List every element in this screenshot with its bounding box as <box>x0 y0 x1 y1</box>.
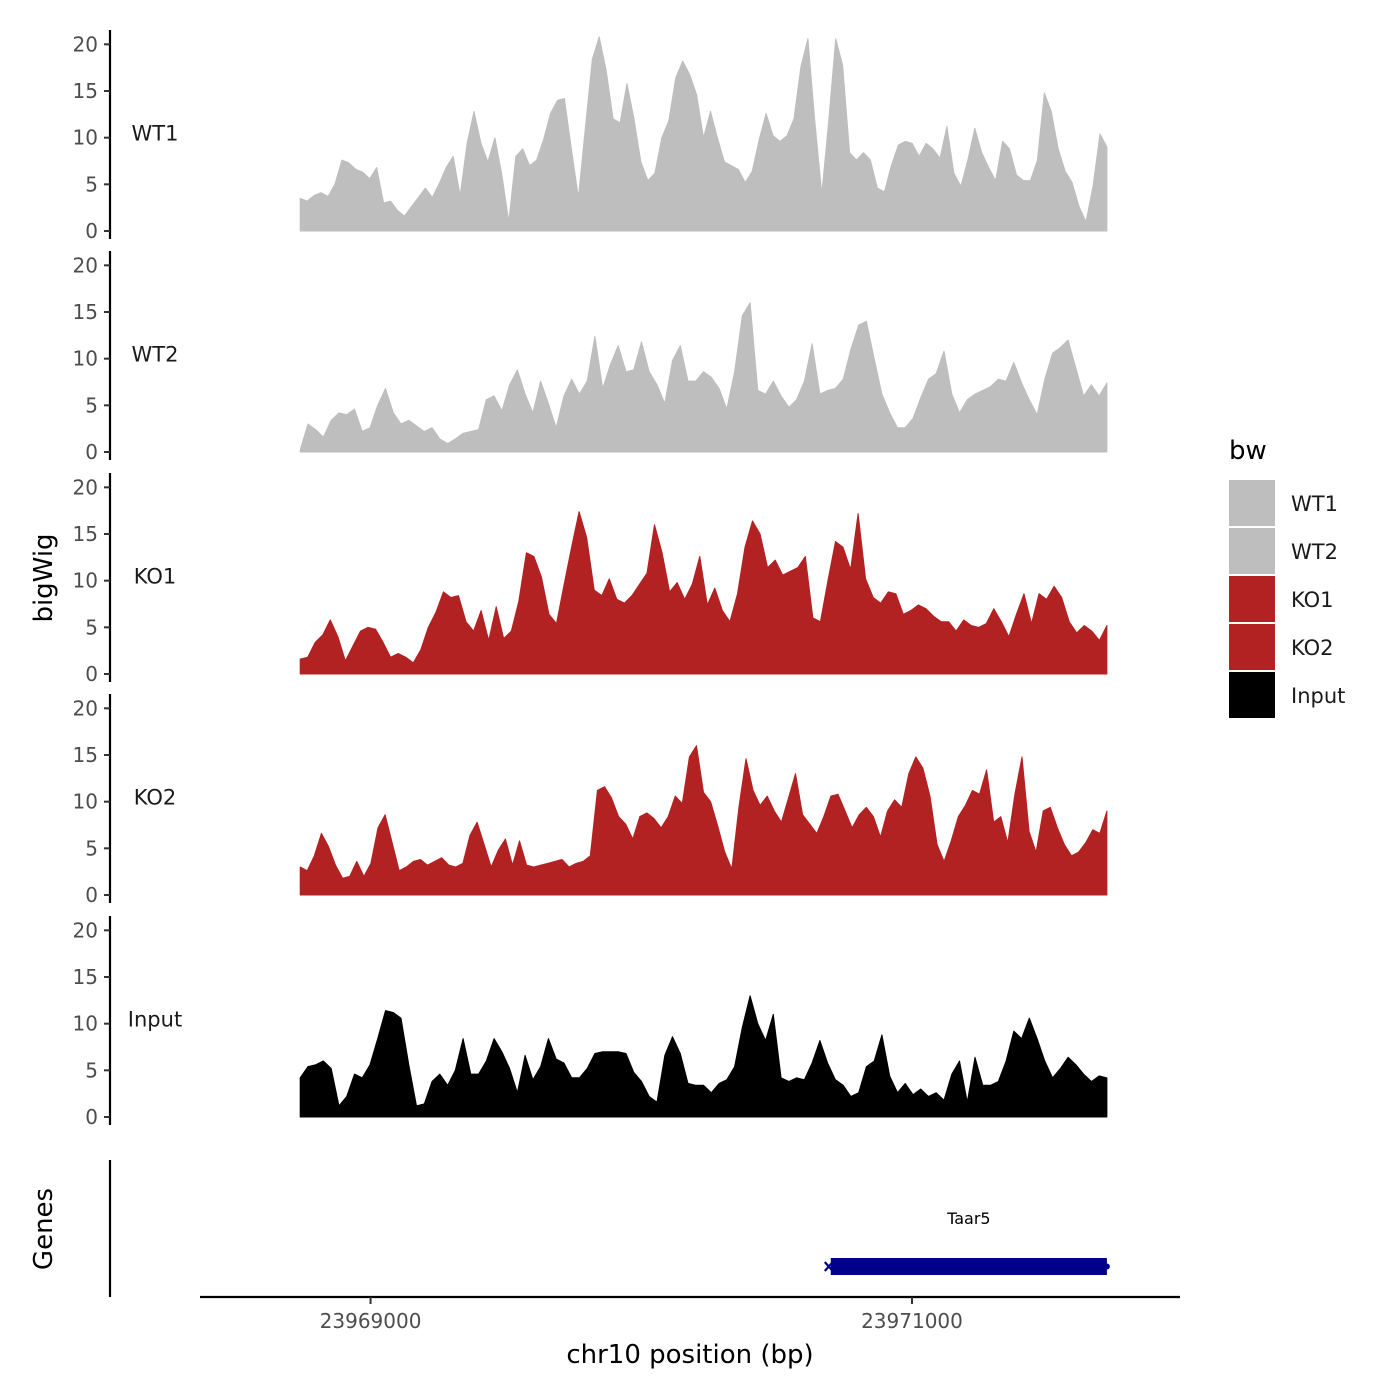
y-tick-label: 20 <box>73 32 98 56</box>
legend-label-wt1: WT1 <box>1291 492 1338 516</box>
x-tick-label: 23971000 <box>861 1309 963 1333</box>
x-axis: 23969000 23971000 <box>200 1295 1180 1333</box>
y-tick-label: 5 <box>85 172 98 196</box>
y-tick-label: 5 <box>85 836 98 860</box>
y-tick-label: 15 <box>73 79 98 103</box>
y-tick-label: 5 <box>85 1058 98 1082</box>
y-tick-label: 10 <box>73 126 98 150</box>
panel-input: 0 5 10 15 20 Input <box>73 916 1108 1129</box>
y-tick-label: 20 <box>73 696 98 720</box>
gene-body <box>830 1258 1107 1275</box>
panel-label-wt1: WT1 <box>132 122 179 146</box>
area-wt2 <box>299 302 1108 453</box>
y-tick-label: 0 <box>85 219 98 243</box>
y-tick-label: 20 <box>73 475 98 499</box>
track-panels: 0 5 10 15 20 WT1 0 5 10 15 20 WT2 0 5 10 15 20 KO1 0 5 10 15 2… <box>73 30 1108 1129</box>
legend-label-wt2: WT2 <box>1291 540 1338 564</box>
area-wt1 <box>299 36 1108 232</box>
y-tick-label: 0 <box>85 1105 98 1129</box>
gene-end-marker <box>1103 1263 1110 1270</box>
area-ko1 <box>299 511 1108 675</box>
genes-axis-title: Genes <box>29 1188 59 1270</box>
area-input <box>299 995 1108 1118</box>
legend-key-wt2 <box>1229 528 1275 574</box>
y-tick-label: 15 <box>73 522 98 546</box>
y-tick-label: 10 <box>73 790 98 814</box>
legend-title: bw <box>1229 436 1267 466</box>
panel-wt2: 0 5 10 15 20 WT2 <box>73 251 1108 464</box>
legend-key-ko2 <box>1229 624 1275 670</box>
panel-ko1: 0 5 10 15 20 KO1 <box>73 473 1108 686</box>
y-tick-label: 5 <box>85 393 98 417</box>
y-tick-label: 10 <box>73 347 98 371</box>
legend-key-ko1 <box>1229 576 1275 622</box>
legend-key-wt1 <box>1229 480 1275 526</box>
panel-label-input: Input <box>128 1008 182 1032</box>
y-tick-label: 0 <box>85 883 98 907</box>
legend-label-ko1: KO1 <box>1291 588 1334 612</box>
panel-wt1: 0 5 10 15 20 WT1 <box>73 30 1108 243</box>
panel-label-wt2: WT2 <box>132 343 179 367</box>
y-axis-title: bigWig <box>29 533 59 622</box>
y-tick-label: 15 <box>73 300 98 324</box>
y-tick-label: 15 <box>73 743 98 767</box>
legend-key-input <box>1229 672 1275 718</box>
x-tick-label: 23969000 <box>320 1309 422 1333</box>
gene-label: Taar5 <box>946 1209 991 1228</box>
y-tick-label: 15 <box>73 965 98 989</box>
legend: bw WT1 WT2 KO1 KO2 Input <box>1229 436 1345 718</box>
y-tick-label: 20 <box>73 918 98 942</box>
panel-ko2: 0 5 10 15 20 KO2 <box>73 694 1108 907</box>
y-tick-label: 10 <box>73 569 98 593</box>
y-tick-label: 20 <box>73 253 98 277</box>
legend-label-input: Input <box>1291 684 1345 708</box>
gene-taar5: Taar5 <box>823 1209 1110 1275</box>
y-tick-label: 5 <box>85 615 98 639</box>
y-tick-label: 0 <box>85 440 98 464</box>
x-axis-title: chr10 position (bp) <box>566 1340 813 1370</box>
legend-label-ko2: KO2 <box>1291 636 1334 660</box>
y-tick-label: 0 <box>85 662 98 686</box>
y-tick-label: 10 <box>73 1012 98 1036</box>
genes-panel: Taar5 <box>108 1160 1110 1297</box>
panel-label-ko2: KO2 <box>134 786 177 810</box>
area-ko2 <box>299 745 1108 896</box>
gene-strand-marker <box>823 1261 834 1272</box>
panel-label-ko1: KO1 <box>134 565 177 589</box>
